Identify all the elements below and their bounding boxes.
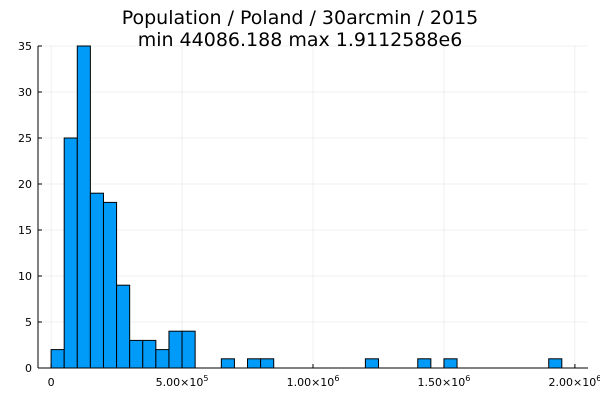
histogram-bar xyxy=(220,358,235,369)
histogram-bar xyxy=(168,330,183,369)
histogram-bar xyxy=(116,284,131,369)
axes xyxy=(37,45,588,369)
x-tick-label: 2.00×106 xyxy=(548,374,600,389)
x-tick-label: 1.00×106 xyxy=(287,374,340,389)
histogram-bar xyxy=(155,349,170,369)
histogram-bar xyxy=(548,358,563,369)
y-tick-labels: 0 5 10 15 20 25 30 35 xyxy=(18,40,32,375)
y-tick-label: 35 xyxy=(18,40,32,53)
y-tick-label: 25 xyxy=(18,132,32,145)
y-tick-label: 10 xyxy=(18,270,32,283)
histogram-bar xyxy=(63,137,78,369)
histogram-bar xyxy=(50,349,65,369)
y-tick-label: 20 xyxy=(18,178,32,191)
histogram-bar xyxy=(247,358,262,369)
y-tick-label: 0 xyxy=(25,362,32,375)
grid-lines xyxy=(38,45,588,369)
chart-title: Population / Poland / 30arcmin / 2015 xyxy=(121,7,479,29)
chart-subtitle: min 44086.188 max 1.9112588e6 xyxy=(137,29,463,51)
x-tick-label: 5.00×105 xyxy=(156,374,209,389)
histogram-bar xyxy=(142,339,157,369)
histogram-bar xyxy=(76,45,91,369)
histogram-bar xyxy=(443,358,458,369)
x-tick-label: 0 xyxy=(48,376,55,389)
histogram-bar xyxy=(417,358,432,369)
histogram-bar xyxy=(364,358,379,369)
histogram-bar xyxy=(102,201,118,369)
y-tick-label: 30 xyxy=(18,86,32,99)
histogram-bar xyxy=(260,358,275,369)
x-tick-labels: 0 5.00×105 1.00×106 1.50×106 2.00×106 xyxy=(48,374,600,389)
histogram-bar xyxy=(181,330,196,369)
x-tick-label: 1.50×106 xyxy=(418,374,471,389)
histogram-bars xyxy=(50,45,563,369)
histogram-bar xyxy=(129,339,144,369)
y-tick-label: 15 xyxy=(18,224,32,237)
y-tick-label: 5 xyxy=(25,316,32,329)
histogram-bar xyxy=(89,192,104,369)
